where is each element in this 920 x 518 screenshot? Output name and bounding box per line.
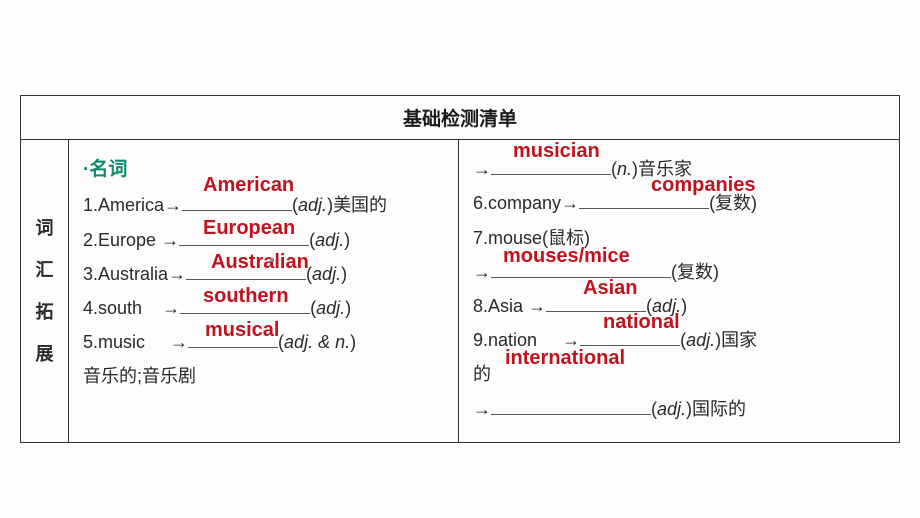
sidebar-char: 展 [25,337,64,371]
tail-prefix: 的 [473,364,491,384]
vocab-line: companies 6.company→(复数) [473,186,885,220]
right-column: musician →(n.)音乐家 companies 6.company→(复… [459,140,900,443]
vocab-line: international 的 [473,357,885,391]
sidebar-char: 拓 [25,295,64,329]
gloss: 国际的 [692,399,746,419]
num: 4. [83,298,98,318]
base: Europe [98,230,161,250]
vocab-table: 基础检测清单 词 汇 拓 展 ·名词 American 1.America→(a… [20,95,900,443]
left-column: ·名词 American 1.America→(adj.)美国的 Europea… [69,140,459,443]
gloss: (复数) [671,262,719,282]
vocab-line: musical 5.music →(adj. & n.) [83,325,444,359]
num: 8. [473,296,488,316]
vocab-line: →(adj.)国际的 [473,392,885,426]
num: 9. [473,330,488,350]
num: 2. [83,230,98,250]
table-header: 基础检测清单 [21,96,900,140]
header-row: 基础检测清单 [21,96,900,140]
sidebar-label: 词 汇 拓 展 [21,140,69,443]
base: music [98,332,145,352]
gloss: 国家 [721,330,757,350]
sidebar-char: 汇 [25,253,64,287]
num: 6. [473,193,488,213]
answer: international [505,339,625,377]
gloss: 美国的 [333,195,387,215]
tail-line: 音乐的;音乐剧 [83,359,444,393]
content-row: 词 汇 拓 展 ·名词 American 1.America→(adj.)美国的… [21,140,900,443]
num: 5. [83,332,98,352]
base: Asia [488,296,528,316]
sidebar-char: 词 [25,211,64,245]
dot-marker: ▪ [269,246,275,276]
base: south [98,298,142,318]
num: 1. [83,195,98,215]
base: America [98,195,164,215]
vocab-line: mouses/mice →(复数) [473,255,885,289]
num: 3. [83,264,98,284]
base: company [488,193,561,213]
num: 7. [473,228,488,248]
base: Australia [98,264,168,284]
